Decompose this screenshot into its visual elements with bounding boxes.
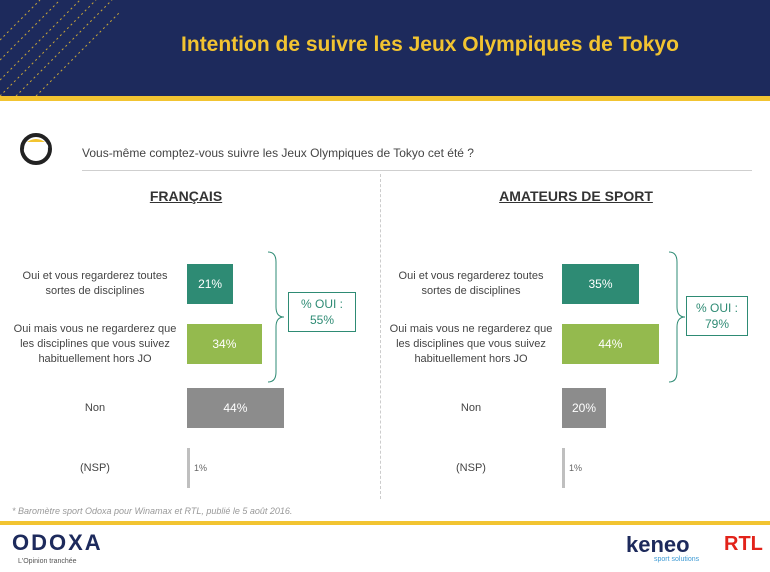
fr-category-label-0: Oui et vous regarderez toutes sortes de … (22, 270, 168, 297)
sport-bar-1: 44% (562, 324, 659, 364)
sport-bar-2: 20% (562, 388, 606, 428)
sport-bar-3: 1% (562, 448, 582, 488)
fr-bar-value-label-2: 44% (223, 401, 248, 415)
fr-oui-brace (267, 251, 285, 383)
fr-bar-1: 34% (187, 324, 262, 364)
page-title: Intention de suivre les Jeux Olympiques … (181, 33, 679, 56)
header-gold-rule (0, 96, 770, 101)
fr-category-label-2: Non (84, 401, 106, 414)
footnote: * Baromètre sport Odoxa pour Winamax et … (12, 506, 293, 516)
fr-oui-total-box: % OUI : 55% (288, 292, 356, 332)
sport-oui-total-box: % OUI : 79% (686, 296, 748, 336)
sport-oui-total-value: 79% (704, 317, 730, 331)
odoxa-mark-icon (20, 133, 52, 165)
sport-oui-total-label: % OUI : (695, 301, 738, 315)
fr-bar-0: 21% (187, 264, 234, 304)
fr-panel-title: FRANÇAIS (149, 188, 223, 204)
fr-bar-3: 1% (187, 448, 207, 488)
fr-oui-total-label: % OUI : (300, 297, 343, 311)
header-banner: Intention de suivre les Jeux Olympiques … (0, 0, 770, 96)
fr-bar-value-label-0: 21% (198, 277, 223, 291)
sport-bar-value-label-0: 35% (588, 277, 613, 291)
sport-oui-brace (668, 251, 686, 383)
sport-bar-value-label-1: 44% (598, 337, 623, 351)
header-pattern-decoration (0, 0, 120, 96)
sport-category-label-3: (NSP) (456, 461, 486, 474)
keneo-logo: keneo (626, 532, 690, 557)
fr-category-label-1: Oui mais vous ne regarderez que les disc… (13, 322, 177, 365)
odoxa-tagline: L'Opinion tranchée (18, 558, 77, 565)
fr-bar-value-label-3: 1% (194, 463, 208, 473)
fr-category-label-3: (NSP) (80, 461, 110, 474)
sport-bar-value-label-3: 1% (569, 463, 583, 473)
survey-question: Vous-même comptez-vous suivre les Jeux O… (82, 146, 474, 160)
sport-panel-title: AMATEURS DE SPORT (499, 188, 653, 204)
keneo-tagline: sport solutions (654, 556, 700, 563)
question-rule (82, 170, 752, 171)
sport-category-label-1: Oui mais vous ne regarderez que les disc… (389, 322, 553, 365)
fr-oui-total-value: 55% (309, 313, 335, 327)
rtl-logo: RTL (724, 533, 763, 555)
odoxa-logo: ODOXA (12, 530, 103, 555)
fr-bar-2: 44% (187, 388, 284, 428)
panel-divider (380, 174, 381, 499)
sport-bar-value-label-2: 20% (571, 401, 597, 415)
footer-gold-rule (0, 521, 770, 525)
sport-category-label-2: Non (460, 401, 482, 414)
sport-bar-0: 35% (562, 264, 639, 304)
fr-bar-value-label-1: 34% (212, 337, 237, 351)
sport-category-label-0: Oui et vous regarderez toutes sortes de … (398, 270, 544, 297)
